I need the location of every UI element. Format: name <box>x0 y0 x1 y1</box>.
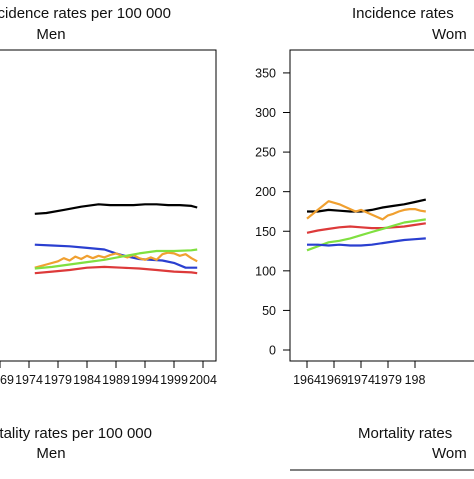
plot-frame <box>0 49 217 362</box>
series-lines <box>34 203 198 275</box>
x-tick-label: 1974 <box>347 373 375 387</box>
x-tick-label: 1984 <box>73 373 101 387</box>
x-tick-label: 1979 <box>374 373 402 387</box>
panel-subtitle: Men <box>36 26 65 43</box>
y-tick-label: 100 <box>255 264 276 278</box>
y-tick-label: 150 <box>255 225 276 239</box>
panel-incidence-women: Incidence rates Wom 0 50 100 150 200 250 300 35… <box>255 5 474 387</box>
series-line <box>306 222 426 234</box>
x-tick-label: 1994 <box>131 373 159 387</box>
x-axis: 196419691974197919841989199419992004 <box>0 361 217 387</box>
panel-subtitle: Men <box>36 445 65 462</box>
y-tick-label: 350 <box>255 66 276 80</box>
series-lines <box>306 198 427 252</box>
x-axis: 1964 1969 1974 1979 198 <box>293 361 425 387</box>
y-tick-label: 200 <box>255 185 276 199</box>
series-line <box>307 198 427 213</box>
series-line <box>34 248 198 270</box>
series-line <box>34 265 198 275</box>
x-tick-label: 1969 <box>0 373 14 387</box>
panel-title: Incidence rates per 100 000 <box>0 5 171 22</box>
x-tick-label: 198 <box>405 373 426 387</box>
x-tick-label: 1964 <box>293 373 321 387</box>
y-tick-label: 0 <box>269 344 276 358</box>
series-line <box>306 200 426 221</box>
y-tick-label: 300 <box>255 106 276 120</box>
panel-subtitle: Wom <box>432 445 467 462</box>
x-tick-label: 1969 <box>320 373 348 387</box>
panel-incidence-men: Incidence rates per 100 000 Men 19641969… <box>0 5 217 387</box>
panel-subtitle: Wom <box>432 26 467 43</box>
panel-title: Mortality rates per 100 000 <box>0 425 152 442</box>
plot-frame <box>289 49 474 362</box>
panel-mortality-men: Mortality rates per 100 000 Men <box>0 425 152 462</box>
panel-title: Mortality rates <box>358 425 452 442</box>
panel-mortality-women: Mortality rates Wom <box>290 425 474 471</box>
x-tick-label: 1989 <box>102 373 130 387</box>
series-line <box>34 203 198 215</box>
series-line <box>34 243 198 269</box>
panel-title: Incidence rates <box>352 5 454 22</box>
x-tick-label: 2004 <box>189 373 217 387</box>
x-tick-label: 1999 <box>160 373 188 387</box>
series-line <box>307 237 426 247</box>
y-tick-label: 50 <box>262 304 276 318</box>
x-tick-label: 1974 <box>15 373 43 387</box>
series-line <box>306 218 426 252</box>
y-axis: 0 50 100 150 200 250 300 350 <box>255 66 290 358</box>
y-tick-label: 250 <box>255 146 276 160</box>
x-tick-label: 1979 <box>44 373 72 387</box>
